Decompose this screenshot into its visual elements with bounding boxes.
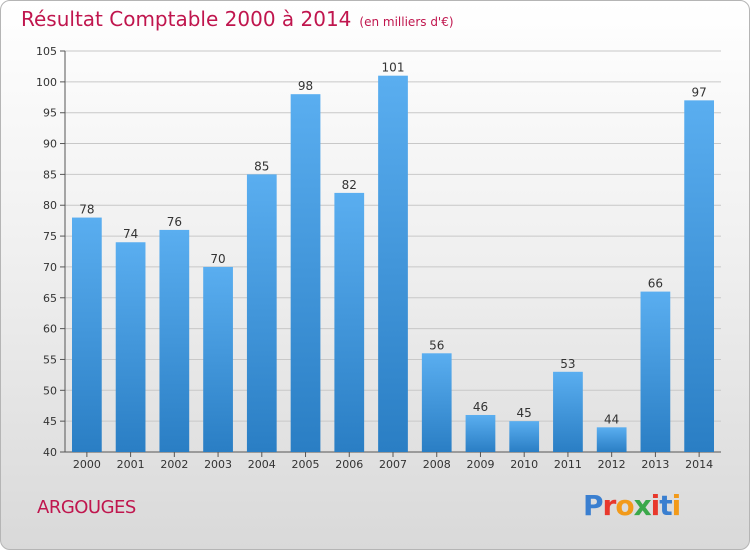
y-tick-label: 100 [36, 76, 57, 89]
x-tick-label: 2002 [160, 458, 188, 471]
y-tick-label: 105 [36, 45, 57, 58]
x-tick-label: 2010 [510, 458, 538, 471]
x-tick-label: 2009 [466, 458, 494, 471]
bar [684, 100, 715, 452]
bar-value-label: 101 [382, 61, 405, 75]
chart-title-unit: (en milliers d'€) [359, 15, 454, 29]
y-tick-label: 65 [43, 292, 57, 305]
y-tick-label: 45 [43, 415, 57, 428]
y-tick-label: 70 [43, 261, 57, 274]
bar-value-label: 74 [123, 227, 138, 241]
y-tick-label: 90 [43, 138, 57, 151]
logo-letter: t [659, 489, 672, 522]
bar-value-label: 97 [691, 85, 706, 99]
bar [203, 266, 233, 452]
x-tick-label: 2006 [335, 458, 363, 471]
x-tick-label: 2004 [248, 458, 276, 471]
chart-title: Résultat Comptable 2000 à 2014 (en millie… [21, 7, 454, 31]
bar-value-label: 98 [298, 79, 313, 93]
commune-name: ARGOUGES [37, 497, 136, 518]
bar [553, 371, 583, 452]
y-tick-label: 55 [43, 353, 57, 366]
bar [596, 427, 627, 452]
proxiti-logo: Proxiti [583, 489, 682, 522]
bar [334, 192, 365, 452]
y-tick-label: 75 [43, 230, 57, 243]
y-tick-label: 60 [43, 323, 57, 336]
y-tick-label: 50 [43, 384, 57, 397]
y-tick-label: 40 [43, 446, 57, 459]
bar-value-label: 53 [560, 357, 575, 371]
bar-value-label: 46 [473, 400, 488, 414]
logo-letter: x [633, 489, 652, 522]
bar [465, 414, 496, 452]
x-tick-label: 2013 [641, 458, 669, 471]
bar [509, 421, 540, 452]
bar-value-label: 45 [517, 406, 532, 420]
bar [246, 174, 277, 452]
x-tick-label: 2014 [685, 458, 713, 471]
bar [290, 94, 321, 452]
y-tick-label: 95 [43, 107, 57, 120]
bar-value-label: 70 [210, 252, 225, 266]
logo-letter: i [671, 489, 682, 522]
x-tick-label: 2003 [204, 458, 232, 471]
bar-value-label: 85 [254, 159, 269, 173]
bar-value-label: 82 [342, 178, 357, 192]
y-tick-label: 85 [43, 168, 57, 181]
bar [115, 242, 146, 452]
bar [421, 353, 452, 452]
x-tick-label: 2005 [292, 458, 320, 471]
bar [159, 229, 190, 452]
bar-value-label: 78 [79, 203, 94, 217]
bar-value-label: 66 [648, 277, 663, 291]
bar [640, 291, 671, 452]
logo-letter: P [583, 489, 604, 522]
bar-value-label: 76 [167, 215, 182, 229]
y-tick-label: 80 [43, 199, 57, 212]
bar-value-label: 56 [429, 338, 444, 352]
logo-letter: o [615, 489, 634, 522]
chart-title-text: Résultat Comptable 2000 à 2014 [21, 7, 352, 31]
bar-value-label: 44 [604, 412, 619, 426]
logo-letter: i [650, 489, 661, 522]
logo-letter: r [602, 489, 617, 522]
x-tick-label: 2007 [379, 458, 407, 471]
bar [378, 75, 408, 452]
bar [71, 217, 102, 452]
x-tick-label: 2008 [423, 458, 451, 471]
x-tick-label: 2000 [73, 458, 101, 471]
x-tick-label: 2011 [554, 458, 582, 471]
x-tick-label: 2012 [598, 458, 626, 471]
x-tick-label: 2001 [117, 458, 145, 471]
